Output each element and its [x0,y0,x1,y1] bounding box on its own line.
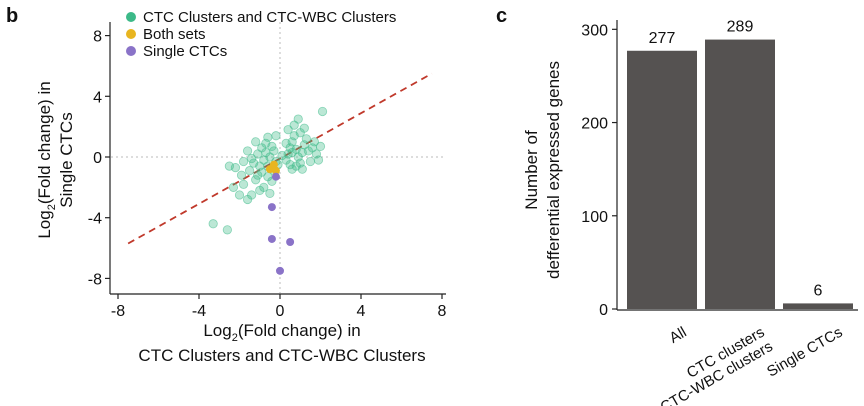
bar-y-tick-label: 200 [581,116,608,133]
scatter-point-clusters [305,156,315,167]
bar-y-tick-label: 100 [581,209,608,226]
legend-marker [126,46,136,56]
scatter-point-single-ctcs [267,203,276,212]
bar-category-label: Single CTCs [764,324,845,381]
scatter-y-tick-label: 8 [93,29,102,46]
scatter-point-clusters [271,131,281,141]
scatter-x-axis-title-line1: Log2(Fold change) in [203,321,360,344]
bar-value-label: 277 [649,30,676,47]
scatter-point-clusters [245,166,255,176]
scatter-point-clusters [253,170,263,180]
scatter-point-clusters [265,188,275,199]
scatter-point-clusters [263,132,273,142]
scatter-point-clusters [234,190,245,200]
scatter-point-clusters [251,137,261,147]
scatter-x-tick-label: 8 [438,303,447,320]
scatter-point-clusters [299,123,309,133]
legend-label: Both sets [143,26,206,43]
scatter-x-tick-label: 4 [357,303,366,320]
scatter-x-tick-label: -4 [192,303,206,320]
scatter-point-clusters [297,164,307,174]
scatter-point-both-sets [269,160,278,169]
scatter-point-both-sets [271,166,280,175]
bar [627,50,697,309]
scatter-x-axis-title-line2: CTC Clusters and CTC-WBC Clusters [138,346,425,365]
scatter-point-clusters [222,225,232,235]
scatter-reference-line [127,72,433,245]
scatter-point-single-ctcs [276,266,284,275]
scatter-point-clusters [228,182,239,192]
legend-label: Single CTCs [143,43,227,60]
bar [783,303,853,309]
scatter-point-clusters [208,219,218,229]
bar-value-label: 289 [727,19,754,36]
scatter-point-clusters [283,125,293,135]
scatter-point-clusters [313,155,324,165]
scatter-point-single-ctcs [271,172,280,181]
panel-label-c: c [496,5,507,27]
scatter-point-single-ctcs [267,234,276,243]
scatter-point-single-ctcs [286,237,295,246]
legend-label: CTC Clusters and CTC-WBC Clusters [143,9,396,26]
scatter-point-clusters [263,172,273,182]
scatter-point-clusters [309,137,320,147]
scatter-y-tick-label: 4 [93,89,102,106]
scatter-point-clusters [293,114,303,124]
scatter-point-clusters [259,182,269,192]
scatter-point-clusters [261,147,271,158]
scatter-chart: -8 -4 0 4 8 -8 -4 0 4 8 CTC Clusters and CTC-WBC … [35,9,447,365]
scatter-point-clusters [238,156,249,167]
bar [705,39,775,309]
bar-y-tick-label: 300 [581,22,608,39]
bar-value-label: 6 [814,282,823,299]
bar-y-tick-label: 0 [599,302,608,319]
scatter-point-clusters [301,134,311,144]
scatter-point-clusters [247,153,257,164]
scatter-point-clusters [315,141,326,151]
bar-y-axis-title-line1: Number of [522,130,541,210]
scatter-point-clusters [281,138,291,148]
scatter-point-clusters [238,179,249,189]
scatter-point-clusters [277,150,287,161]
scatter-point-clusters [243,146,253,156]
scatter-y-tick-label: 0 [93,150,102,167]
scatter-x-tick-label: -8 [111,303,125,320]
scatter-y-axis-title-line1: Log2(Fold change) in [35,81,58,238]
legend-marker [126,29,136,39]
scatter-point-clusters [236,170,247,180]
scatter-y-axis-title-line2: Single CTCs [57,112,76,207]
scatter-point-clusters [287,147,297,158]
scatter-y-tick-label: -8 [88,271,102,288]
scatter-point-clusters [224,161,234,171]
legend-marker [126,12,136,22]
scatter-point-clusters [255,161,265,171]
panel-label-b: b [6,5,18,27]
scatter-point-clusters [317,106,328,117]
bar-category-label: All [667,324,690,347]
bar-y-axis-title-line2: defferential expressed genes [544,61,563,279]
scatter-point-clusters [251,175,261,185]
scatter-point-clusters [247,190,257,200]
scatter-y-tick-label: -4 [88,211,102,228]
scatter-x-tick-label: 0 [276,303,285,320]
scatter-point-clusters [267,141,277,151]
